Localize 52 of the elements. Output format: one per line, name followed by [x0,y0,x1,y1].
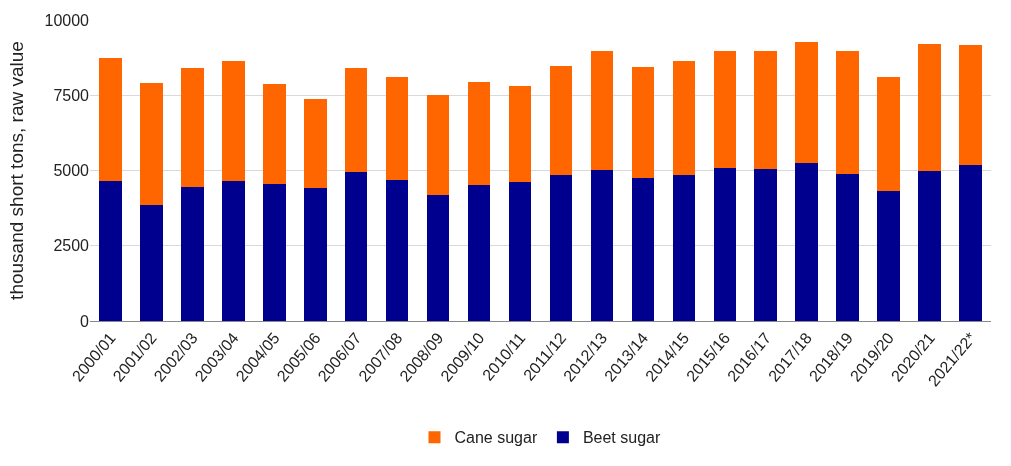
bar [590,169,614,321]
y-tick-label: 0 [80,312,90,330]
bar [385,76,409,180]
bar [426,94,450,195]
bar [631,66,655,179]
bar [508,181,532,321]
bar [140,204,163,321]
bar [918,43,941,172]
bar [263,83,286,185]
bar [385,179,409,321]
bar [140,82,163,205]
bar [222,181,245,321]
bar [795,162,818,321]
y-tick-label: 10000 [44,11,90,29]
bar [181,187,204,321]
bar [99,57,122,182]
bar [590,50,614,170]
bar [836,50,859,175]
y-tick-label: 5000 [53,162,90,180]
bar [877,77,900,191]
bar [836,174,859,321]
bar [549,65,573,176]
bar [877,190,900,321]
bar [754,50,778,169]
bar [426,194,450,321]
y-axis-title: thousand short tons, raw value [6,41,28,300]
bar [222,60,245,182]
bar [672,60,696,176]
bar [303,98,327,188]
legend-label: Cane sugar [454,429,538,447]
bar [631,178,655,321]
bar [467,184,491,321]
bar [344,67,368,173]
bar [181,67,204,188]
bar [959,44,982,166]
bar [549,175,573,321]
bar [959,165,982,321]
bar [344,172,368,321]
bar [713,50,737,169]
bar [263,184,286,321]
bar [918,171,941,321]
y-tick-label: 7500 [53,86,90,104]
bar [713,168,737,321]
y-tick-label: 2500 [53,237,90,255]
bar [467,81,491,185]
legend-label: Beet sugar [582,429,661,447]
bar [303,187,327,321]
bar [672,175,696,321]
bar [508,85,532,182]
bar [795,41,818,163]
bar [99,181,122,321]
bar [754,169,778,321]
